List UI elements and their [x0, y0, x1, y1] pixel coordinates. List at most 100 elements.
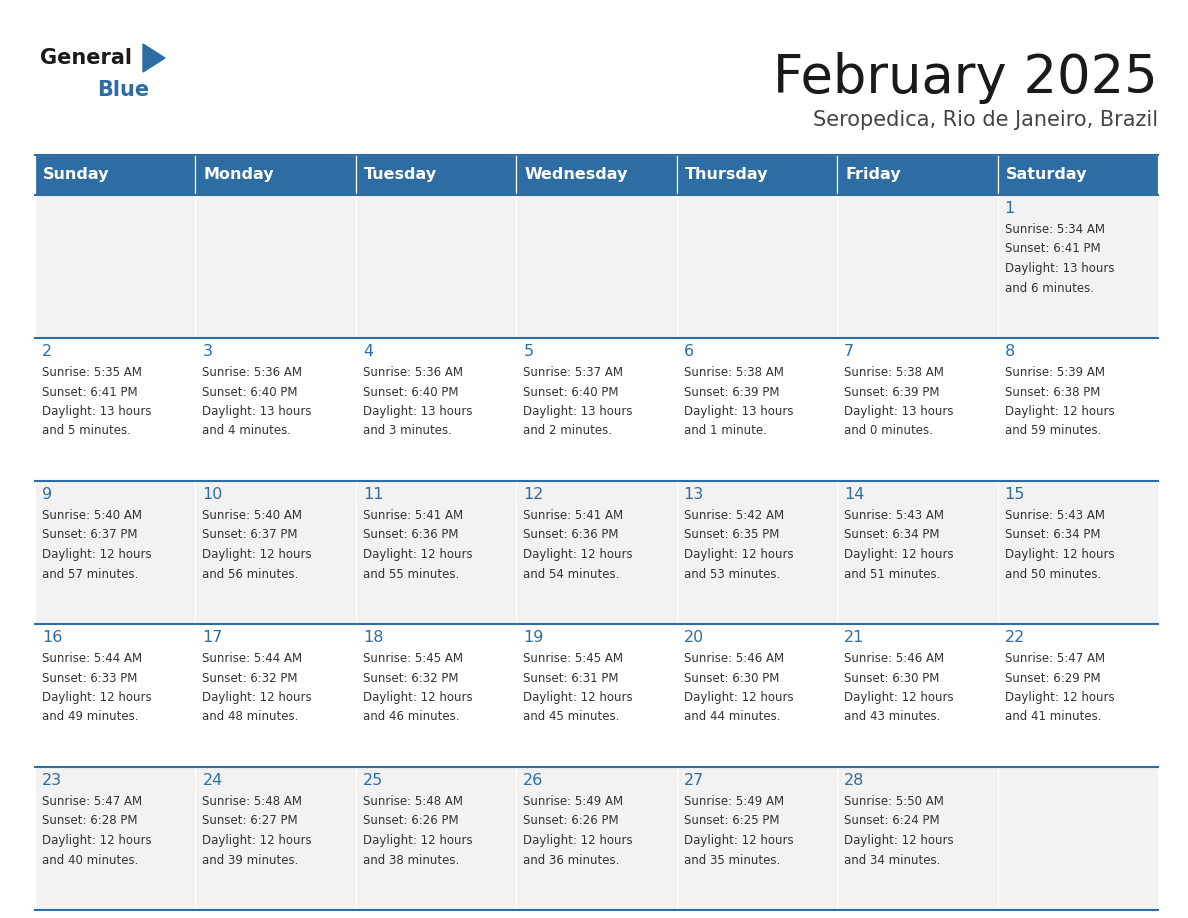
Bar [196, 624, 356, 767]
Bar [356, 338, 517, 481]
Bar [677, 195, 838, 338]
Bar [196, 767, 356, 910]
Text: 17: 17 [202, 630, 223, 645]
Text: 8: 8 [1005, 344, 1015, 359]
Text: Sunset: 6:41 PM: Sunset: 6:41 PM [42, 386, 138, 398]
Text: Sunrise: 5:36 AM: Sunrise: 5:36 AM [362, 366, 463, 379]
Text: Sunrise: 5:38 AM: Sunrise: 5:38 AM [845, 366, 944, 379]
Bar [517, 195, 677, 338]
Bar [998, 481, 1158, 624]
Text: 26: 26 [523, 773, 544, 788]
Bar [356, 624, 517, 767]
Text: 11: 11 [362, 487, 384, 502]
Bar [677, 155, 838, 195]
Bar [677, 767, 838, 910]
Text: Sunrise: 5:41 AM: Sunrise: 5:41 AM [523, 509, 624, 522]
Bar [196, 338, 356, 481]
Text: Sunset: 6:36 PM: Sunset: 6:36 PM [362, 529, 459, 542]
Text: 22: 22 [1005, 630, 1025, 645]
Text: 15: 15 [1005, 487, 1025, 502]
Text: Sunrise: 5:45 AM: Sunrise: 5:45 AM [523, 652, 624, 665]
Text: and 40 minutes.: and 40 minutes. [42, 854, 138, 867]
Text: Monday: Monday [203, 167, 274, 183]
Text: and 38 minutes.: and 38 minutes. [362, 854, 459, 867]
Text: Sunrise: 5:44 AM: Sunrise: 5:44 AM [42, 652, 143, 665]
Text: Sunday: Sunday [43, 167, 109, 183]
Text: Sunset: 6:32 PM: Sunset: 6:32 PM [202, 671, 298, 685]
Text: Daylight: 12 hours: Daylight: 12 hours [362, 834, 473, 847]
Text: and 56 minutes.: and 56 minutes. [202, 567, 299, 580]
Text: Sunset: 6:41 PM: Sunset: 6:41 PM [1005, 242, 1100, 255]
Text: and 48 minutes.: and 48 minutes. [202, 711, 299, 723]
Text: Sunrise: 5:47 AM: Sunrise: 5:47 AM [42, 795, 143, 808]
Text: Sunset: 6:40 PM: Sunset: 6:40 PM [523, 386, 619, 398]
Text: Sunrise: 5:48 AM: Sunrise: 5:48 AM [202, 795, 303, 808]
Text: 23: 23 [42, 773, 62, 788]
Text: Daylight: 12 hours: Daylight: 12 hours [845, 691, 954, 704]
Bar [677, 338, 838, 481]
Text: and 46 minutes.: and 46 minutes. [362, 711, 460, 723]
Text: and 39 minutes.: and 39 minutes. [202, 854, 299, 867]
Text: 1: 1 [1005, 201, 1015, 216]
Text: Sunset: 6:37 PM: Sunset: 6:37 PM [202, 529, 298, 542]
Text: 3: 3 [202, 344, 213, 359]
Text: 28: 28 [845, 773, 865, 788]
Text: Sunrise: 5:43 AM: Sunrise: 5:43 AM [845, 509, 944, 522]
Text: Daylight: 12 hours: Daylight: 12 hours [42, 691, 152, 704]
Bar [998, 624, 1158, 767]
Text: Blue: Blue [97, 80, 150, 100]
Text: and 44 minutes.: and 44 minutes. [684, 711, 781, 723]
Text: 12: 12 [523, 487, 544, 502]
Bar [838, 624, 998, 767]
Text: Daylight: 12 hours: Daylight: 12 hours [684, 834, 794, 847]
Text: Sunrise: 5:37 AM: Sunrise: 5:37 AM [523, 366, 624, 379]
Text: Daylight: 12 hours: Daylight: 12 hours [42, 834, 152, 847]
Bar [998, 155, 1158, 195]
Text: Sunrise: 5:40 AM: Sunrise: 5:40 AM [42, 509, 143, 522]
Text: Sunset: 6:39 PM: Sunset: 6:39 PM [684, 386, 779, 398]
Text: Daylight: 12 hours: Daylight: 12 hours [845, 834, 954, 847]
Text: Daylight: 12 hours: Daylight: 12 hours [684, 691, 794, 704]
Text: Sunrise: 5:36 AM: Sunrise: 5:36 AM [202, 366, 303, 379]
Text: Sunset: 6:25 PM: Sunset: 6:25 PM [684, 814, 779, 827]
Text: Sunset: 6:38 PM: Sunset: 6:38 PM [1005, 386, 1100, 398]
Text: Daylight: 13 hours: Daylight: 13 hours [684, 405, 794, 418]
Text: Sunset: 6:26 PM: Sunset: 6:26 PM [362, 814, 459, 827]
Text: Daylight: 13 hours: Daylight: 13 hours [362, 405, 473, 418]
Text: and 3 minutes.: and 3 minutes. [362, 424, 451, 438]
Text: 14: 14 [845, 487, 865, 502]
Text: Sunset: 6:28 PM: Sunset: 6:28 PM [42, 814, 138, 827]
Text: and 50 minutes.: and 50 minutes. [1005, 567, 1101, 580]
Text: Sunrise: 5:38 AM: Sunrise: 5:38 AM [684, 366, 784, 379]
Text: Daylight: 12 hours: Daylight: 12 hours [684, 548, 794, 561]
Text: 5: 5 [523, 344, 533, 359]
Text: Sunset: 6:35 PM: Sunset: 6:35 PM [684, 529, 779, 542]
Bar [356, 767, 517, 910]
Text: 10: 10 [202, 487, 223, 502]
Text: Sunset: 6:30 PM: Sunset: 6:30 PM [845, 671, 940, 685]
Text: Sunset: 6:36 PM: Sunset: 6:36 PM [523, 529, 619, 542]
Text: and 34 minutes.: and 34 minutes. [845, 854, 941, 867]
Text: Sunset: 6:30 PM: Sunset: 6:30 PM [684, 671, 779, 685]
Text: Sunset: 6:24 PM: Sunset: 6:24 PM [845, 814, 940, 827]
Bar [356, 155, 517, 195]
Text: and 1 minute.: and 1 minute. [684, 424, 766, 438]
Bar [356, 195, 517, 338]
Text: and 45 minutes.: and 45 minutes. [523, 711, 620, 723]
Text: Sunrise: 5:41 AM: Sunrise: 5:41 AM [362, 509, 463, 522]
Bar [517, 155, 677, 195]
Text: 4: 4 [362, 344, 373, 359]
Text: 9: 9 [42, 487, 52, 502]
Text: and 55 minutes.: and 55 minutes. [362, 567, 459, 580]
Text: Daylight: 13 hours: Daylight: 13 hours [202, 405, 312, 418]
Text: 24: 24 [202, 773, 222, 788]
Text: 27: 27 [684, 773, 704, 788]
Text: Sunrise: 5:42 AM: Sunrise: 5:42 AM [684, 509, 784, 522]
Text: Daylight: 12 hours: Daylight: 12 hours [202, 691, 312, 704]
Text: February 2025: February 2025 [773, 52, 1158, 104]
Text: and 53 minutes.: and 53 minutes. [684, 567, 781, 580]
Text: Sunrise: 5:35 AM: Sunrise: 5:35 AM [42, 366, 141, 379]
Text: and 6 minutes.: and 6 minutes. [1005, 282, 1094, 295]
Text: and 2 minutes.: and 2 minutes. [523, 424, 612, 438]
Text: 7: 7 [845, 344, 854, 359]
